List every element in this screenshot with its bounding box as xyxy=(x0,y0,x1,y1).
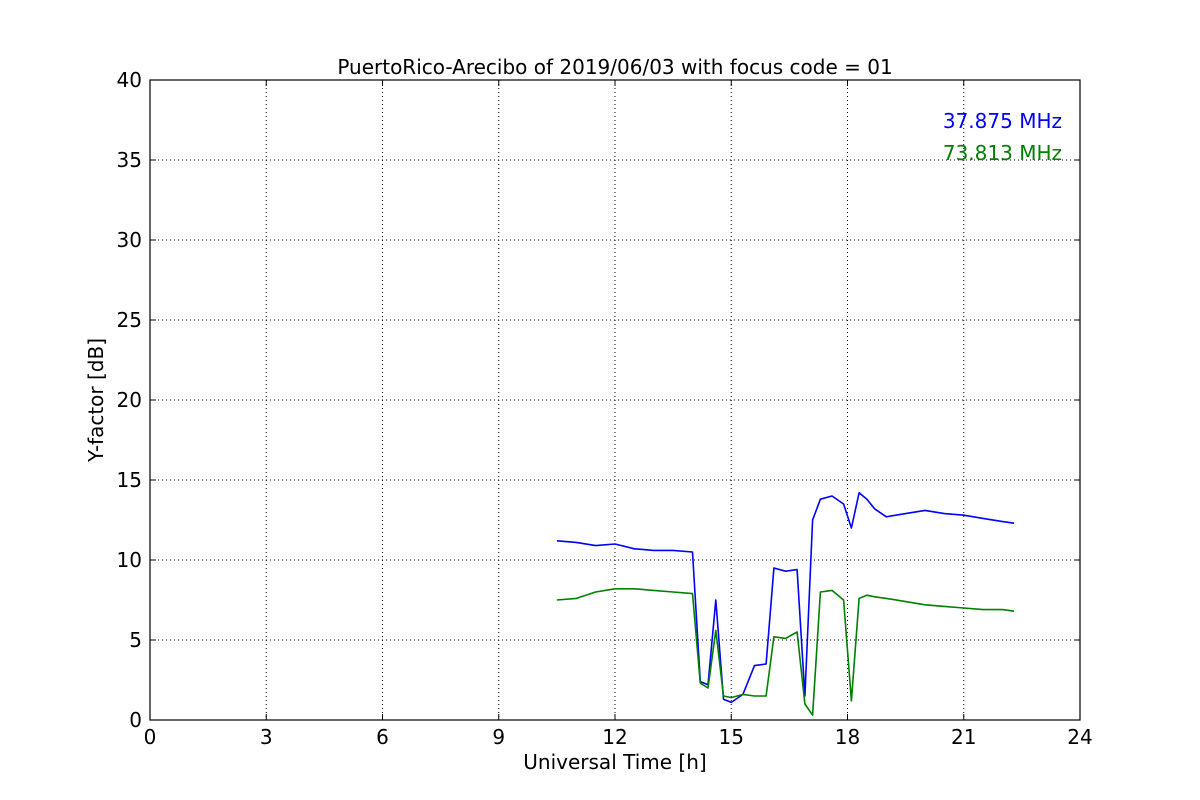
y-tick-labels: 0 5 10 15 20 25 30 35 40 xyxy=(117,68,142,732)
y-tick-label: 0 xyxy=(129,708,142,732)
x-tick-labels: 0 3 6 9 12 15 18 21 24 xyxy=(144,725,1093,749)
x-tick-label: 3 xyxy=(260,725,273,749)
x-tick-label: 0 xyxy=(144,725,157,749)
y-tick-label: 20 xyxy=(117,388,142,412)
legend-entry-73-813-mhz: 73.813 MHz xyxy=(943,141,1062,165)
y-tick-label: 30 xyxy=(117,228,142,252)
x-tick-label: 21 xyxy=(951,725,976,749)
series-line-73-813-mhz xyxy=(556,587,1015,717)
y-tick-label: 40 xyxy=(117,68,142,92)
y-tick-label: 25 xyxy=(117,308,142,332)
legend-entry-37-875-mhz: 37.875 MHz xyxy=(943,109,1062,133)
chart-title: PuertoRico-Arecibo of 2019/06/03 with fo… xyxy=(337,55,892,79)
x-tick-label: 6 xyxy=(376,725,389,749)
series-line-37-875-mhz xyxy=(556,491,1015,704)
y-tick-label: 5 xyxy=(129,628,142,652)
tick-marks xyxy=(149,79,1081,721)
x-tick-label: 9 xyxy=(492,725,505,749)
x-tick-label: 18 xyxy=(835,725,860,749)
x-tick-label: 12 xyxy=(602,725,627,749)
y-axis-label: Y-factor [dB] xyxy=(84,338,108,463)
x-axis-label: Universal Time [h] xyxy=(523,750,706,774)
series-layer xyxy=(556,491,1015,717)
x-tick-label: 24 xyxy=(1067,725,1092,749)
grid xyxy=(150,80,1080,720)
x-tick-label: 15 xyxy=(719,725,744,749)
y-tick-label: 10 xyxy=(117,548,142,572)
y-tick-label: 35 xyxy=(117,148,142,172)
y-tick-label: 15 xyxy=(117,468,142,492)
